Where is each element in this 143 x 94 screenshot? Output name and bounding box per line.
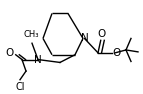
- Text: O: O: [5, 48, 14, 58]
- Text: N: N: [34, 55, 42, 65]
- Text: N: N: [81, 33, 88, 42]
- Text: Cl: Cl: [15, 82, 25, 92]
- Text: CH₃: CH₃: [24, 30, 39, 39]
- Text: O: O: [113, 48, 121, 58]
- Text: O: O: [97, 29, 106, 39]
